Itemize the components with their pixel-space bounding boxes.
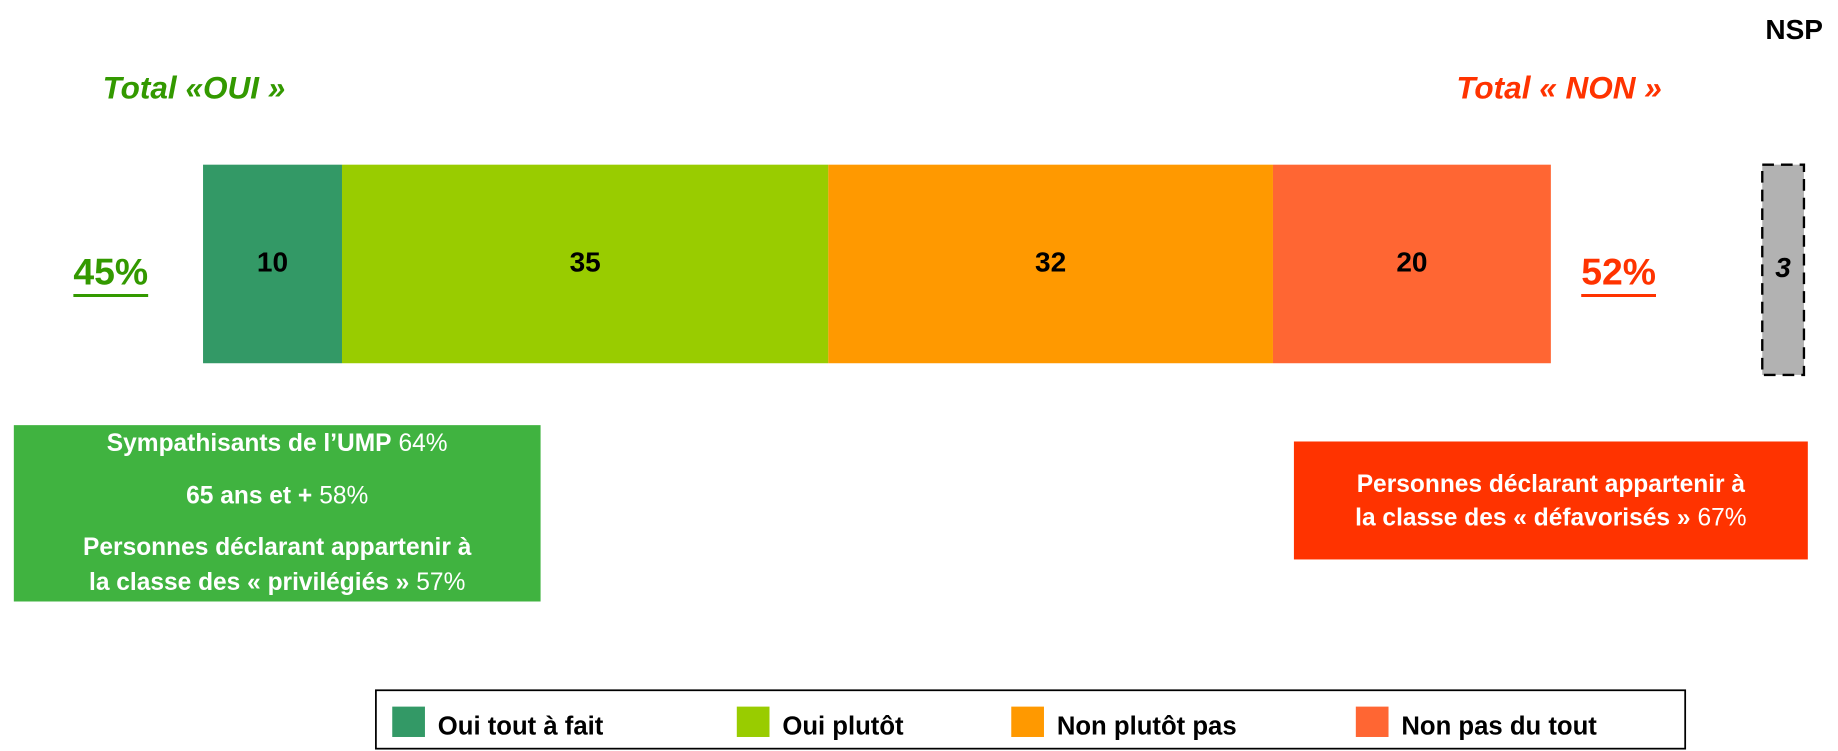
- annotation-line: la classe des « privilégiés » 57%: [89, 569, 465, 596]
- value-label: 20: [1396, 246, 1427, 277]
- annotation-line: 65 ans et + 58%: [186, 483, 368, 510]
- legend-label: Non plutôt pas: [1057, 712, 1237, 740]
- annotation-value: 64%: [399, 430, 448, 457]
- nsp-label: 3: [1775, 252, 1791, 283]
- annotation-bold: Personnes déclarant appartenir à: [1357, 471, 1746, 498]
- annotation-line: la classe des « défavorisés » 67%: [1355, 505, 1746, 532]
- annotation-bold: Sympathisants de l’UMP: [107, 430, 392, 457]
- nsp-bar: [1761, 163, 1806, 377]
- legend-label: Non pas du tout: [1401, 712, 1597, 740]
- annotation-box: [1293, 441, 1808, 560]
- annotation-line: Personnes déclarant appartenir à: [83, 534, 472, 561]
- legend-swatch: [736, 706, 770, 737]
- value-label: 10: [257, 246, 288, 277]
- annotation-line: Personnes déclarant appartenir à: [1357, 471, 1746, 498]
- annotation-value: 67%: [1697, 505, 1746, 532]
- legend-swatch: [1011, 706, 1044, 737]
- legend-swatch: [1355, 706, 1389, 737]
- legend-label: Oui tout à fait: [438, 712, 604, 740]
- bar-segment: [341, 164, 829, 364]
- value-label: 32: [1035, 246, 1066, 277]
- annotation-box: [13, 425, 541, 602]
- value-label: 35: [570, 246, 601, 277]
- annotation-bold: la classe des « défavorisés »: [1355, 505, 1690, 532]
- annotation-bold: Personnes déclarant appartenir à: [83, 534, 472, 561]
- legend-swatch: [392, 706, 425, 737]
- total-label: 45%: [73, 250, 148, 292]
- nsp-title: NSP: [1765, 14, 1823, 45]
- bar-segment: [1272, 164, 1551, 364]
- total-title: Total «OUI »: [103, 69, 286, 105]
- bar-segment: [828, 164, 1273, 364]
- total-label: 52%: [1581, 250, 1656, 292]
- total-title: Total « NON »: [1456, 69, 1661, 105]
- annotation-value: 58%: [319, 483, 368, 510]
- annotation-value: 57%: [416, 569, 465, 596]
- annotation-bold: 65 ans et +: [186, 483, 312, 510]
- annotation-bold: la classe des « privilégiés »: [89, 569, 409, 596]
- annotation-line: Sympathisants de l’UMP 64%: [107, 430, 448, 457]
- legend-label: Oui plutôt: [782, 712, 904, 740]
- bar-segment: [203, 164, 342, 364]
